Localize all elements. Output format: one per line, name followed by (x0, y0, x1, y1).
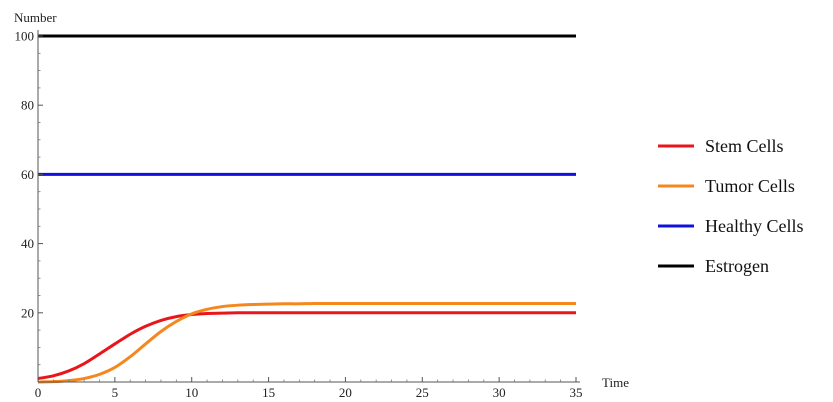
legend-label-estrogen: Estrogen (705, 256, 769, 276)
legend-label-healthy-cells: Healthy Cells (705, 216, 803, 236)
y-tick-label: 100 (15, 29, 35, 44)
y-tick-label: 60 (21, 167, 34, 182)
y-tick-label: 40 (21, 236, 34, 251)
x-tick-label: 20 (339, 385, 352, 400)
ticks-layer: 0 5 10 15 20 25 30 35 20 40 60 80 100 (15, 29, 583, 401)
x-tick-label: 25 (416, 385, 429, 400)
legend-label-stem-cells: Stem Cells (705, 136, 784, 156)
x-tick-label: 15 (262, 385, 275, 400)
axes-layer: Number Time (14, 10, 629, 390)
y-tick-label: 20 (21, 305, 34, 320)
series-line-tumor-cells (37, 301, 576, 384)
legend-label-tumor-cells: Tumor Cells (705, 176, 795, 196)
y-tick-label: 80 (21, 98, 34, 113)
x-tick-label: 10 (185, 385, 198, 400)
x-axis-title: Time (602, 375, 629, 390)
x-tick-label: 35 (570, 385, 583, 400)
y-axis-title: Number (14, 10, 57, 25)
series-layer (37, 34, 576, 384)
legend: Stem Cells Tumor Cells Healthy Cells Estrog… (658, 136, 803, 276)
x-tick-label: 5 (112, 385, 119, 400)
series-line-stem-cells (37, 311, 576, 381)
x-tick-label: 30 (493, 385, 506, 400)
x-tick-label: 0 (35, 385, 42, 400)
